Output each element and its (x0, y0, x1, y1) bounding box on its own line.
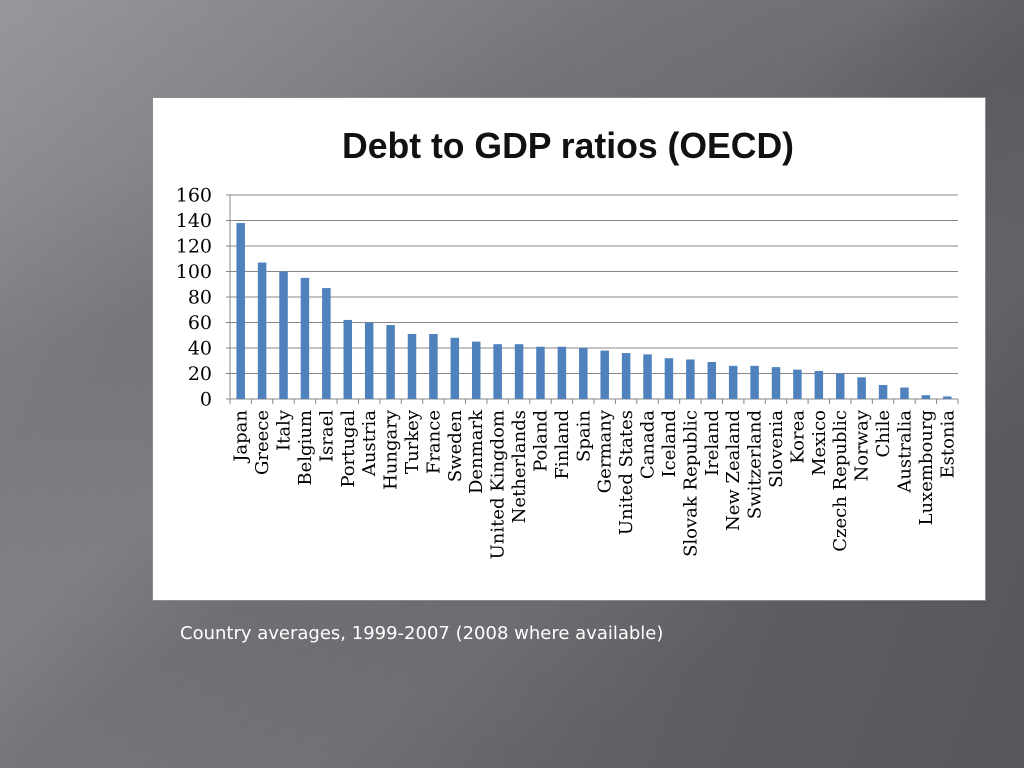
x-tick-label-finland: Finland (552, 410, 573, 479)
x-tick-label-netherlands: Netherlands (509, 410, 530, 523)
y-tick-label-80: 80 (188, 287, 212, 309)
bar-ireland (707, 362, 717, 399)
bar-switzerland (750, 365, 759, 399)
bar-finland (557, 346, 567, 399)
x-tick-label-denmark: Denmark (466, 409, 487, 494)
x-tick-label-italy: Italy (274, 409, 295, 451)
bar-sweden (450, 337, 460, 399)
bar-czech-republic (835, 373, 845, 399)
x-tick-label-france: France (423, 410, 444, 474)
x-tick-label-mexico: Mexico (809, 410, 830, 476)
x-tick-label-switzerland: Switzerland (745, 410, 766, 519)
bar-france (429, 333, 438, 399)
x-tick-label-united-kingdom: United Kingdom (488, 410, 509, 559)
slide-caption: Country averages, 1999-2007 (2008 where … (180, 623, 664, 644)
y-tick-labels: 0 20 40 60 80 100 120 140 160 (176, 185, 212, 411)
x-tick-label-chile: Chile (873, 410, 894, 458)
bar-italy (279, 271, 288, 399)
bar-australia (900, 387, 909, 399)
bar-chile (878, 384, 888, 399)
x-tick-label-poland: Poland (530, 410, 551, 472)
bar-austria (364, 322, 374, 399)
x-tick-label-spain: Spain (573, 410, 594, 462)
bar-united-kingdom (493, 344, 502, 399)
x-tick-label-slovenia: Slovenia (766, 410, 787, 488)
bar-slovenia (771, 367, 781, 399)
y-tick-label-140: 140 (176, 210, 212, 232)
x-tick-label-norway: Norway (852, 409, 873, 481)
y-tick-label-20: 20 (188, 363, 212, 385)
y-tick-label-60: 60 (188, 312, 212, 334)
x-tick-label-turkey: Turkey (402, 409, 423, 474)
x-tick-labels: Japan Greece Italy Belgium Israel Portugal Aus… (231, 409, 959, 559)
y-tick-label-120: 120 (176, 236, 212, 258)
x-tick-label-ireland: Ireland (702, 410, 723, 476)
bar-japan (236, 223, 245, 399)
x-tick-label-iceland: Iceland (659, 410, 680, 477)
x-tick-label-israel: Israel (316, 410, 337, 462)
x-tick-label-slovak-republic: Slovak Republic (680, 410, 701, 557)
x-tick-label-hungary: Hungary (381, 409, 402, 490)
bar-germany (600, 350, 609, 399)
gridlines (230, 194, 958, 400)
bar-portugal (343, 319, 353, 399)
bar-denmark (471, 341, 481, 399)
x-tick-label-korea: Korea (787, 410, 808, 464)
axes (226, 194, 959, 404)
x-tick-label-czech-republic: Czech Republic (830, 410, 851, 552)
x-tick-label-canada: Canada (638, 410, 659, 479)
bar-belgium (300, 277, 310, 399)
x-tick-label-belgium: Belgium (295, 410, 316, 486)
chart-panel: Debt to GDP ratios (OECD) 0 20 40 60 80 100 12… (152, 97, 986, 601)
y-tick-label-160: 160 (176, 185, 212, 207)
bar-chart: Debt to GDP ratios (OECD) 0 20 40 60 80 100 12… (176, 125, 959, 559)
bar-spain (579, 348, 588, 399)
bar-norway (857, 377, 866, 399)
x-tick-label-australia: Australia (894, 410, 915, 494)
y-tick-label-0: 0 (200, 389, 212, 411)
y-tick-label-40: 40 (188, 338, 212, 360)
chart-title: Debt to GDP ratios (OECD) (342, 125, 794, 166)
x-tick-label-japan: Japan (231, 410, 252, 464)
bar-greece (257, 262, 267, 399)
x-tick-label-new-zealand: New Zealand (723, 410, 744, 531)
bar-slovak-republic (686, 359, 695, 399)
bar-new-zealand (728, 365, 738, 399)
x-tick-label-sweden: Sweden (445, 410, 466, 483)
x-tick-label-greece: Greece (252, 410, 273, 475)
bar-luxembourg (921, 395, 931, 399)
bar-korea (793, 369, 802, 399)
bar-canada (643, 354, 652, 399)
bar-turkey (407, 333, 417, 399)
bars (236, 223, 952, 399)
bar-estonia (943, 396, 952, 399)
x-tick-label-estonia: Estonia (937, 410, 958, 479)
y-tick-label-100: 100 (176, 261, 212, 283)
bar-iceland (664, 358, 674, 399)
x-tick-label-united-states: United States (616, 410, 637, 535)
bar-hungary (386, 325, 395, 399)
x-tick-label-austria: Austria (359, 410, 380, 477)
bar-poland (536, 346, 545, 399)
bar-united-states (621, 353, 631, 399)
x-tick-label-germany: Germany (595, 409, 616, 493)
bar-mexico (814, 370, 824, 399)
x-tick-label-portugal: Portugal (338, 410, 359, 488)
bar-netherlands (514, 344, 524, 399)
bar-israel (322, 288, 331, 399)
x-tick-label-luxembourg: Luxembourg (916, 410, 937, 526)
